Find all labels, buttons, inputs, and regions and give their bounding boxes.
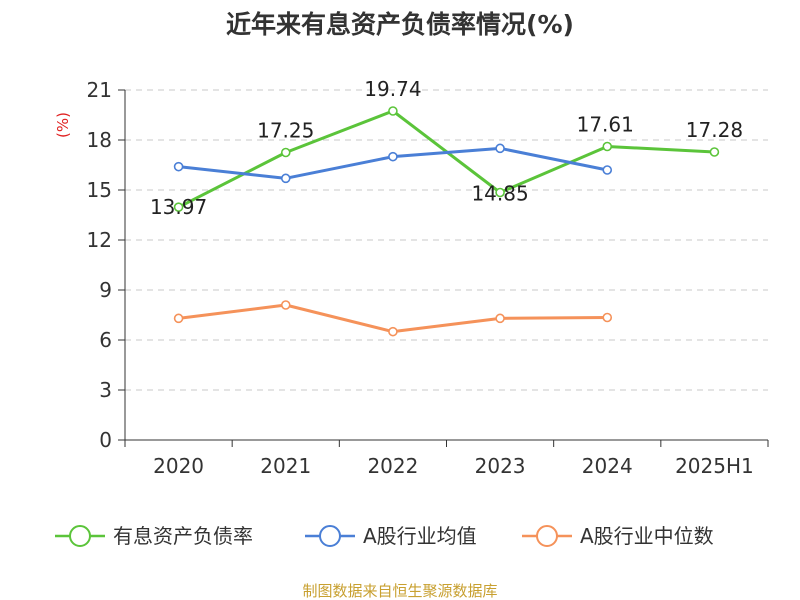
y-tick-label: 6 (99, 328, 112, 352)
series-point (388, 106, 398, 116)
series-point (495, 187, 505, 198)
y-tick-label: 3 (99, 378, 112, 402)
data-label: 13.97 (150, 195, 207, 219)
legend-marker-icon (319, 525, 341, 547)
data-label: 17.25 (257, 119, 314, 143)
legend-marker-icon (69, 525, 91, 547)
data-labels: 13.97 17.25 19.74 14.85 17.61 17.28 (150, 77, 743, 219)
y-axis-label: (%) (54, 112, 72, 138)
grid-lines (125, 89, 768, 391)
y-tick-label: 9 (99, 278, 112, 302)
series-point (495, 143, 505, 154)
series-point (602, 141, 613, 152)
series-point (388, 326, 398, 337)
y-tick-label: 15 (87, 178, 112, 202)
series-point (173, 202, 184, 212)
data-label: 14.85 (471, 182, 528, 206)
x-tick-label: 2024 (582, 454, 633, 478)
axes: 0 3 6 9 12 15 18 21 2020 2021 2022 2023 2024 2025H1 (87, 78, 769, 478)
x-tick-label: 2020 (153, 454, 204, 478)
series-point (173, 161, 184, 172)
legend-marker-icon (536, 525, 558, 547)
series-point (602, 165, 613, 175)
series-point (173, 313, 184, 324)
data-label: 17.61 (577, 113, 634, 137)
y-tick-label: 18 (87, 128, 112, 152)
x-tick-label: 2023 (475, 454, 526, 478)
legend-label: A股行业均值 (363, 524, 477, 548)
series-point (388, 151, 398, 162)
x-tick-label: 2025H1 (675, 454, 754, 478)
legend: 有息资产负债率 A股行业均值 A股行业中位数 (55, 524, 714, 548)
data-label: 19.74 (364, 77, 421, 101)
series-point (495, 313, 505, 324)
y-tick-label: 21 (87, 78, 112, 102)
x-tick-label: 2022 (367, 454, 418, 478)
series-lines (173, 106, 720, 337)
series-point (280, 173, 291, 184)
legend-label: A股行业中位数 (580, 524, 714, 548)
source-note: 制图数据来自恒生聚源数据库 (302, 582, 497, 600)
y-tick-label: 12 (87, 228, 112, 252)
legend-label: 有息资产负债率 (113, 524, 253, 548)
data-label: 17.28 (686, 118, 743, 142)
series-point (709, 147, 720, 157)
series-point (280, 147, 291, 158)
series-point (280, 300, 291, 310)
series-point (602, 312, 613, 323)
x-tick-label: 2021 (260, 454, 311, 478)
y-tick-label: 0 (99, 428, 112, 452)
chart-title: 近年来有息资产负债率情况(%) (226, 10, 574, 39)
